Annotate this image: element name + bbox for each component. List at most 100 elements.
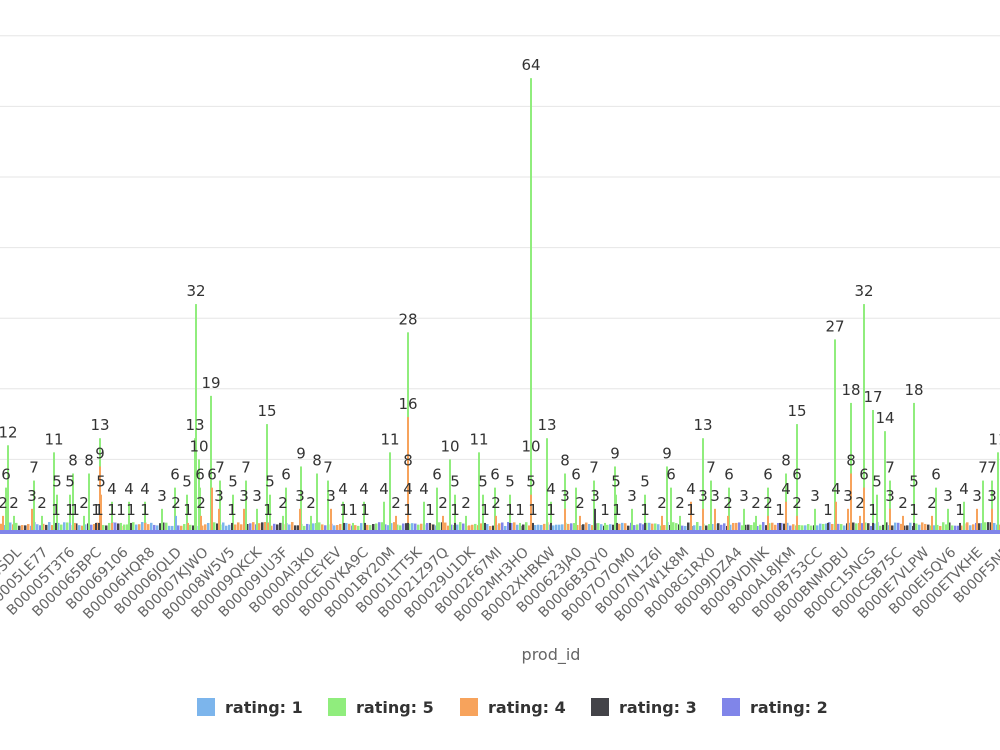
data-bar[interactable]	[835, 501, 837, 530]
data-bar[interactable]	[364, 522, 366, 530]
data-bar[interactable]	[494, 487, 496, 530]
data-bar[interactable]	[827, 522, 829, 530]
data-bar[interactable]	[186, 494, 188, 530]
data-bar[interactable]	[872, 522, 874, 530]
data-bar[interactable]	[74, 522, 76, 530]
data-bar[interactable]	[767, 515, 769, 530]
data-bar[interactable]	[976, 508, 978, 530]
data-bar[interactable]	[796, 424, 798, 530]
data-bar[interactable]	[243, 508, 245, 530]
data-bar[interactable]	[256, 508, 258, 530]
data-bar[interactable]	[88, 473, 90, 530]
data-bar[interactable]	[779, 522, 781, 530]
data-bar[interactable]	[963, 501, 965, 530]
data-bar[interactable]	[785, 501, 787, 530]
legend-item[interactable]: rating: 2	[722, 698, 828, 717]
data-bar[interactable]	[495, 515, 497, 530]
data-bar[interactable]	[714, 508, 716, 530]
data-bar[interactable]	[863, 487, 865, 530]
data-bar[interactable]	[796, 487, 798, 530]
data-bar[interactable]	[616, 522, 618, 530]
data-bar[interactable]	[579, 515, 581, 530]
data-bar[interactable]	[7, 445, 9, 530]
data-bar[interactable]	[53, 452, 55, 530]
data-bar[interactable]	[187, 522, 189, 530]
data-bar[interactable]	[395, 515, 397, 530]
data-bar[interactable]	[69, 522, 71, 530]
data-bar[interactable]	[997, 452, 999, 530]
data-bar[interactable]	[550, 522, 552, 530]
data-bar[interactable]	[436, 487, 438, 530]
data-bar[interactable]	[796, 515, 798, 530]
data-bar[interactable]	[41, 515, 43, 530]
data-bar[interactable]	[615, 494, 617, 530]
data-bar[interactable]	[13, 515, 15, 530]
data-bar[interactable]	[575, 487, 577, 530]
data-bar[interactable]	[144, 522, 146, 530]
data-bar[interactable]	[56, 494, 58, 530]
data-bar[interactable]	[195, 304, 197, 530]
data-bar[interactable]	[727, 515, 729, 530]
data-bar[interactable]	[465, 515, 467, 530]
data-bar[interactable]	[128, 501, 130, 530]
data-bar[interactable]	[383, 501, 385, 530]
data-bar[interactable]	[219, 480, 221, 530]
data-bar[interactable]	[282, 515, 284, 530]
data-bar[interactable]	[876, 494, 878, 530]
data-bar[interactable]	[2, 515, 4, 530]
data-bar[interactable]	[33, 480, 35, 530]
data-bar[interactable]	[913, 494, 915, 530]
data-bar[interactable]	[266, 424, 268, 530]
data-bar[interactable]	[5, 487, 7, 530]
data-bar[interactable]	[442, 515, 444, 530]
data-bar[interactable]	[850, 473, 852, 530]
data-bar[interactable]	[743, 508, 745, 530]
data-bar[interactable]	[661, 515, 663, 530]
data-bar[interactable]	[407, 522, 409, 530]
legend-item[interactable]: rating: 5	[328, 698, 434, 717]
data-bar[interactable]	[72, 473, 74, 530]
data-bar[interactable]	[363, 501, 365, 530]
data-bar[interactable]	[343, 522, 345, 530]
data-bar[interactable]	[199, 487, 201, 530]
data-bar[interactable]	[98, 522, 100, 530]
data-bar[interactable]	[231, 522, 233, 530]
data-bar[interactable]	[449, 459, 451, 530]
data-bar[interactable]	[755, 515, 757, 530]
legend-item[interactable]: rating: 4	[460, 698, 566, 717]
data-bar[interactable]	[530, 494, 532, 530]
data-bar[interactable]	[482, 494, 484, 530]
data-bar[interactable]	[484, 522, 486, 530]
data-bar[interactable]	[884, 431, 886, 530]
data-bar[interactable]	[211, 487, 213, 530]
data-bar[interactable]	[670, 487, 672, 530]
data-bar[interactable]	[644, 522, 646, 530]
data-bar[interactable]	[530, 78, 532, 530]
data-bar[interactable]	[931, 515, 933, 530]
data-bar[interactable]	[679, 515, 681, 530]
data-bar[interactable]	[959, 522, 961, 530]
data-bar[interactable]	[519, 522, 521, 530]
data-bar[interactable]	[95, 522, 97, 530]
data-bar[interactable]	[509, 494, 511, 530]
data-bar[interactable]	[161, 508, 163, 530]
data-bar[interactable]	[31, 508, 33, 530]
legend-item[interactable]: rating: 3	[591, 698, 697, 717]
data-bar[interactable]	[407, 501, 409, 530]
data-bar[interactable]	[889, 508, 891, 530]
data-bar[interactable]	[935, 487, 937, 530]
data-bar[interactable]	[429, 522, 431, 530]
data-bar[interactable]	[834, 339, 836, 530]
data-bar[interactable]	[423, 501, 425, 530]
data-bar[interactable]	[232, 494, 234, 530]
data-bar[interactable]	[814, 508, 816, 530]
data-bar[interactable]	[859, 515, 861, 530]
data-bar[interactable]	[342, 501, 344, 530]
data-bar[interactable]	[982, 480, 984, 530]
legend[interactable]: rating: 1 rating: 5 rating: 4 rating: 3 rati…	[197, 698, 828, 717]
data-bar[interactable]	[902, 515, 904, 530]
data-bar[interactable]	[330, 508, 332, 530]
data-bar[interactable]	[913, 402, 915, 530]
data-bar[interactable]	[593, 480, 595, 530]
data-bar[interactable]	[130, 522, 132, 530]
